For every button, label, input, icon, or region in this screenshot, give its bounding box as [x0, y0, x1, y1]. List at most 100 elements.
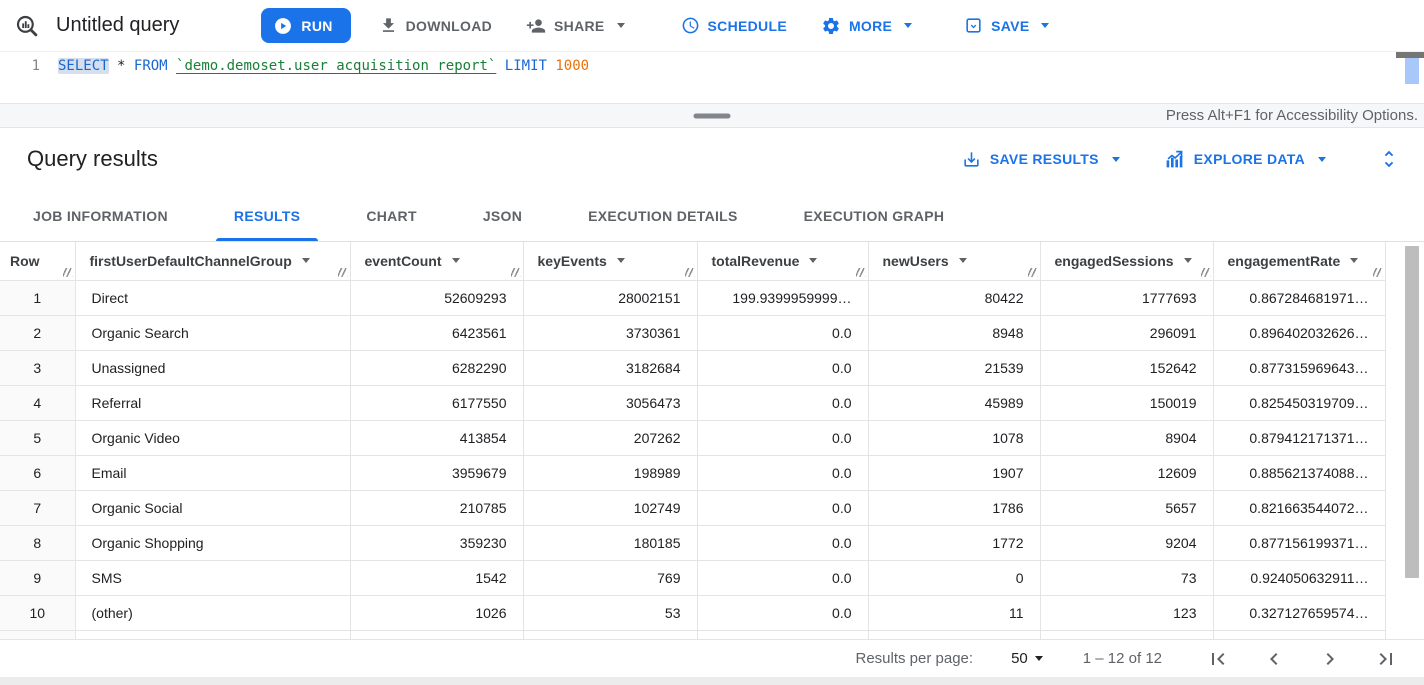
- column-menu-caret-icon[interactable]: [958, 258, 967, 264]
- table-cell: 0: [868, 630, 1041, 639]
- table-cell: 80422: [868, 280, 1041, 316]
- column-header-eventcount: eventCount: [350, 242, 524, 281]
- code-line[interactable]: SELECT * FROM `demo.demoset.user_acquisi…: [58, 58, 589, 74]
- table-cell: 53: [523, 595, 698, 631]
- tab-json[interactable]: JSON: [482, 207, 523, 224]
- table-vertical-scrollbar-thumb[interactable]: [1405, 246, 1419, 578]
- table-cell: Email: [75, 455, 351, 491]
- column-menu-caret-icon[interactable]: [1183, 258, 1192, 264]
- column-label: totalRevenue: [711, 252, 800, 269]
- share-button[interactable]: SHARE: [520, 8, 631, 44]
- table-cell: 0.0: [697, 560, 869, 596]
- code-token: 1000: [555, 58, 590, 74]
- column-header-keyevents: keyEvents: [523, 242, 698, 281]
- more-button[interactable]: MORE: [815, 8, 918, 44]
- column-resize-grip[interactable]: [1372, 267, 1383, 277]
- download-button[interactable]: DOWNLOAD: [373, 8, 498, 44]
- explore-data-button[interactable]: EXPLORE DATA: [1164, 149, 1326, 170]
- pagination-footer: Results per page: 50 1 – 12 of 12: [0, 639, 1424, 677]
- table-cell: 28002151: [523, 280, 698, 316]
- tab-results[interactable]: RESULTS: [201, 190, 333, 241]
- row-number-cell: 9: [0, 560, 76, 596]
- column-resize-grip[interactable]: [1200, 267, 1211, 277]
- code-token: [496, 58, 504, 74]
- code-token: LIMIT: [504, 58, 547, 74]
- column-label: keyEvents: [537, 252, 607, 269]
- table-header-row: Row firstUserDefaultChannelGroup eventCoun…: [0, 242, 1386, 281]
- previous-page-button[interactable]: [1262, 647, 1286, 671]
- schedule-button[interactable]: SCHEDULE: [675, 8, 793, 44]
- column-resize-grip[interactable]: [62, 267, 73, 277]
- splitter-drag-handle[interactable]: [693, 113, 731, 118]
- table-cell: 5657: [1040, 490, 1214, 526]
- column-label: firstUserDefaultChannelGroup: [89, 252, 292, 269]
- column-label: engagementRate: [1227, 252, 1341, 269]
- table-row: 7 Organic Social 210785 102749 0.0 1786 5657 0.…: [0, 490, 1386, 526]
- row-number-cell: 7: [0, 490, 76, 526]
- row-number-cell: 8: [0, 525, 76, 561]
- expand-results-button[interactable]: [1378, 148, 1400, 170]
- table-cell: 296091: [1040, 315, 1214, 351]
- table-cell: 8948: [868, 315, 1041, 351]
- column-resize-grip[interactable]: [510, 267, 521, 277]
- schedule-button-label: SCHEDULE: [707, 17, 787, 34]
- column-resize-grip[interactable]: [1027, 267, 1038, 277]
- column-menu-caret-icon[interactable]: [451, 258, 460, 264]
- table-cell: 3: [1040, 630, 1214, 639]
- table-row: 9 SMS 1542 769 0.0 0 73 0.924050632911…: [0, 560, 1386, 596]
- table-cell: 3056473: [523, 385, 698, 421]
- run-button[interactable]: RUN: [261, 8, 351, 43]
- table-cell: 102749: [523, 490, 698, 526]
- editor-scrollbar-thumb[interactable]: [1405, 58, 1419, 84]
- table-row: 6 Email 3959679 198989 0.0 1907 12609 0.8856213…: [0, 455, 1386, 491]
- more-button-label: MORE: [848, 17, 893, 34]
- table-cell: Organic Social: [75, 490, 351, 526]
- save-results-label: SAVE RESULTS: [989, 151, 1099, 167]
- table-cell: 0.821663544072…: [1213, 490, 1386, 526]
- tab-execution-details[interactable]: EXECUTION DETAILS: [588, 207, 738, 224]
- column-resize-grip[interactable]: [684, 267, 695, 277]
- column-menu-caret-icon[interactable]: [1350, 258, 1359, 264]
- table-cell: 0.0: [697, 420, 869, 456]
- table-cell: SMS: [75, 560, 351, 596]
- table-reference-link[interactable]: `demo.demoset.user_acquisition_report`: [176, 58, 497, 74]
- chevron-down-icon: [1318, 156, 1326, 162]
- clock-icon: [682, 17, 698, 34]
- table-cell: 8904: [1040, 420, 1214, 456]
- horizontal-scrollbar-track[interactable]: [0, 677, 1424, 685]
- page-range-label: 1 – 12 of 12: [1082, 650, 1162, 667]
- column-menu-caret-icon[interactable]: [301, 258, 310, 264]
- save-results-button[interactable]: SAVE RESULTS: [962, 150, 1120, 169]
- row-number-cell: 2: [0, 315, 76, 351]
- table-cell: 52609293: [350, 280, 524, 316]
- column-resize-grip[interactable]: [855, 267, 866, 277]
- column-resize-grip[interactable]: [337, 267, 348, 277]
- tab-chart[interactable]: CHART: [366, 207, 417, 224]
- table-cell: 0.867284681971…: [1213, 280, 1386, 316]
- table-row: 11Paid Social3271240.0031.0: [0, 630, 1386, 639]
- last-page-button[interactable]: [1374, 647, 1398, 671]
- save-button[interactable]: SAVE: [958, 8, 1055, 44]
- sql-editor[interactable]: 1 SELECT * FROM `demo.demoset.user_acqui…: [0, 52, 1424, 103]
- chevron-down-icon: [904, 23, 913, 28]
- person-add-icon: [526, 18, 546, 33]
- chart-explore-icon: [1166, 150, 1183, 167]
- run-button-label: RUN: [301, 17, 333, 34]
- first-page-button[interactable]: [1206, 647, 1230, 671]
- table-cell: 769: [523, 560, 698, 596]
- table-cell: 180185: [523, 525, 698, 561]
- tab-job-information[interactable]: JOB INFORMATION: [33, 207, 168, 224]
- results-tabs: JOB INFORMATION RESULTS CHART JSON EXECUTION…: [0, 190, 1424, 242]
- table-row: 3 Unassigned 6282290 3182684 0.0 21539 152642 0…: [0, 350, 1386, 386]
- table-cell: 0.877315969643…: [1213, 350, 1386, 386]
- table-cell: 1542: [350, 560, 524, 596]
- page-size-dropdown[interactable]: 50: [1011, 650, 1043, 667]
- tab-execution-graph[interactable]: EXECUTION GRAPH: [803, 207, 945, 224]
- save-icon: [966, 18, 981, 33]
- table-cell: Direct: [75, 280, 351, 316]
- table-cell: (other): [75, 595, 351, 631]
- column-menu-caret-icon[interactable]: [809, 258, 818, 264]
- column-menu-caret-icon[interactable]: [616, 258, 625, 264]
- next-page-button[interactable]: [1318, 647, 1342, 671]
